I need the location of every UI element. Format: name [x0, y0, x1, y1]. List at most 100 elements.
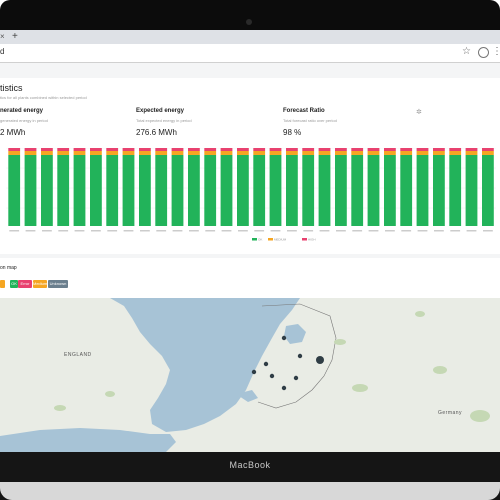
url-text[interactable]: d	[0, 47, 5, 56]
bar-ok[interactable]	[155, 155, 168, 226]
new-tab-button[interactable]: +	[12, 31, 18, 42]
map-marker[interactable]	[251, 369, 257, 375]
bar-medium[interactable]	[41, 151, 53, 155]
bar-medium[interactable]	[139, 151, 151, 155]
map-legend-chip[interactable]: Error	[18, 280, 32, 288]
bar-medium[interactable]	[416, 151, 429, 155]
bar-ok[interactable]	[302, 155, 315, 226]
address-bar[interactable]: d ☆ ⋮	[0, 44, 500, 63]
bar-medium[interactable]	[286, 151, 298, 155]
map-legend-chip[interactable]: OK	[10, 280, 18, 288]
bar-ok[interactable]	[220, 155, 233, 226]
bar-medium[interactable]	[367, 151, 380, 155]
bar-medium[interactable]	[188, 151, 200, 155]
bar-high[interactable]	[155, 148, 168, 151]
bar-medium[interactable]	[482, 151, 494, 155]
bar-medium[interactable]	[57, 151, 70, 155]
bar-high[interactable]	[139, 148, 151, 151]
bar-high[interactable]	[302, 148, 315, 151]
bar-ok[interactable]	[318, 155, 331, 226]
bar-high[interactable]	[122, 148, 135, 151]
bar-ok[interactable]	[416, 155, 429, 226]
bar-high[interactable]	[237, 148, 249, 151]
map-legend-chip[interactable]: Medium	[33, 280, 48, 288]
bar-medium[interactable]	[106, 151, 119, 155]
bar-high[interactable]	[73, 148, 86, 151]
bar-ok[interactable]	[367, 155, 380, 226]
bar-ok[interactable]	[41, 155, 53, 226]
bar-high[interactable]	[253, 148, 266, 151]
bar-medium[interactable]	[400, 151, 413, 155]
map-marker[interactable]	[263, 361, 269, 367]
bar-ok[interactable]	[188, 155, 200, 226]
legend-swatch[interactable]	[252, 238, 257, 241]
bar-medium[interactable]	[269, 151, 282, 155]
bar-ok[interactable]	[253, 155, 266, 226]
bar-medium[interactable]	[302, 151, 315, 155]
map-marker[interactable]	[281, 335, 287, 341]
bar-ok[interactable]	[449, 155, 462, 226]
bar-high[interactable]	[449, 148, 462, 151]
map-marker[interactable]	[269, 373, 275, 379]
bar-high[interactable]	[335, 148, 347, 151]
map-marker[interactable]	[316, 356, 324, 364]
bar-high[interactable]	[384, 148, 396, 151]
bar-high[interactable]	[24, 148, 37, 151]
bar-high[interactable]	[106, 148, 119, 151]
bar-medium[interactable]	[335, 151, 347, 155]
bar-high[interactable]	[8, 148, 21, 151]
bar-ok[interactable]	[122, 155, 135, 226]
bar-high[interactable]	[171, 148, 184, 151]
bar-high[interactable]	[269, 148, 282, 151]
bar-ok[interactable]	[384, 155, 396, 226]
gear-icon[interactable]: ✲	[416, 109, 422, 116]
bar-ok[interactable]	[433, 155, 445, 226]
bar-ok[interactable]	[269, 155, 282, 226]
bar-medium[interactable]	[433, 151, 445, 155]
bar-ok[interactable]	[90, 155, 102, 226]
bookmark-star-icon[interactable]: ☆	[462, 46, 471, 57]
bar-medium[interactable]	[90, 151, 102, 155]
bar-medium[interactable]	[253, 151, 266, 155]
bar-medium[interactable]	[73, 151, 86, 155]
bar-ok[interactable]	[237, 155, 249, 226]
bar-high[interactable]	[482, 148, 494, 151]
bar-medium[interactable]	[220, 151, 233, 155]
map-marker[interactable]	[297, 353, 303, 359]
bar-ok[interactable]	[57, 155, 70, 226]
map-legend-chip[interactable]: Unknown	[48, 280, 68, 288]
browser-menu-icon[interactable]: ⋮	[492, 46, 500, 57]
bar-ok[interactable]	[204, 155, 217, 226]
bar-ok[interactable]	[171, 155, 184, 226]
bar-high[interactable]	[286, 148, 298, 151]
bar-high[interactable]	[188, 148, 200, 151]
bar-high[interactable]	[90, 148, 102, 151]
bar-medium[interactable]	[318, 151, 331, 155]
bar-high[interactable]	[367, 148, 380, 151]
close-tab-icon[interactable]: ×	[0, 32, 5, 41]
legend-swatch[interactable]	[268, 238, 273, 241]
bar-medium[interactable]	[122, 151, 135, 155]
bar-ok[interactable]	[351, 155, 364, 226]
profile-icon[interactable]	[478, 47, 489, 58]
bar-ok[interactable]	[106, 155, 119, 226]
bar-high[interactable]	[400, 148, 413, 151]
bar-medium[interactable]	[465, 151, 478, 155]
map-legend-chip[interactable]	[0, 280, 5, 288]
bar-medium[interactable]	[204, 151, 217, 155]
bar-ok[interactable]	[286, 155, 298, 226]
bar-high[interactable]	[465, 148, 478, 151]
bar-medium[interactable]	[384, 151, 396, 155]
bar-medium[interactable]	[155, 151, 168, 155]
map-marker[interactable]	[293, 375, 299, 381]
bar-high[interactable]	[41, 148, 53, 151]
bar-ok[interactable]	[465, 155, 478, 226]
bar-medium[interactable]	[8, 151, 21, 155]
map-marker[interactable]	[281, 385, 287, 391]
bar-high[interactable]	[416, 148, 429, 151]
bar-ok[interactable]	[482, 155, 494, 226]
bar-medium[interactable]	[237, 151, 249, 155]
bar-ok[interactable]	[73, 155, 86, 226]
bar-medium[interactable]	[351, 151, 364, 155]
bar-high[interactable]	[57, 148, 70, 151]
